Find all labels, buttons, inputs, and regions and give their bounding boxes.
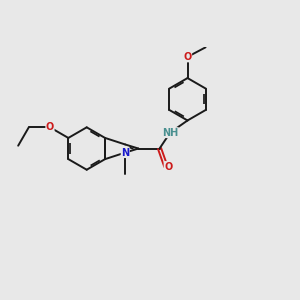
Text: O: O xyxy=(164,161,172,172)
Text: O: O xyxy=(183,52,192,62)
Text: NH: NH xyxy=(162,128,178,138)
Text: N: N xyxy=(121,148,129,158)
Text: O: O xyxy=(46,122,54,132)
